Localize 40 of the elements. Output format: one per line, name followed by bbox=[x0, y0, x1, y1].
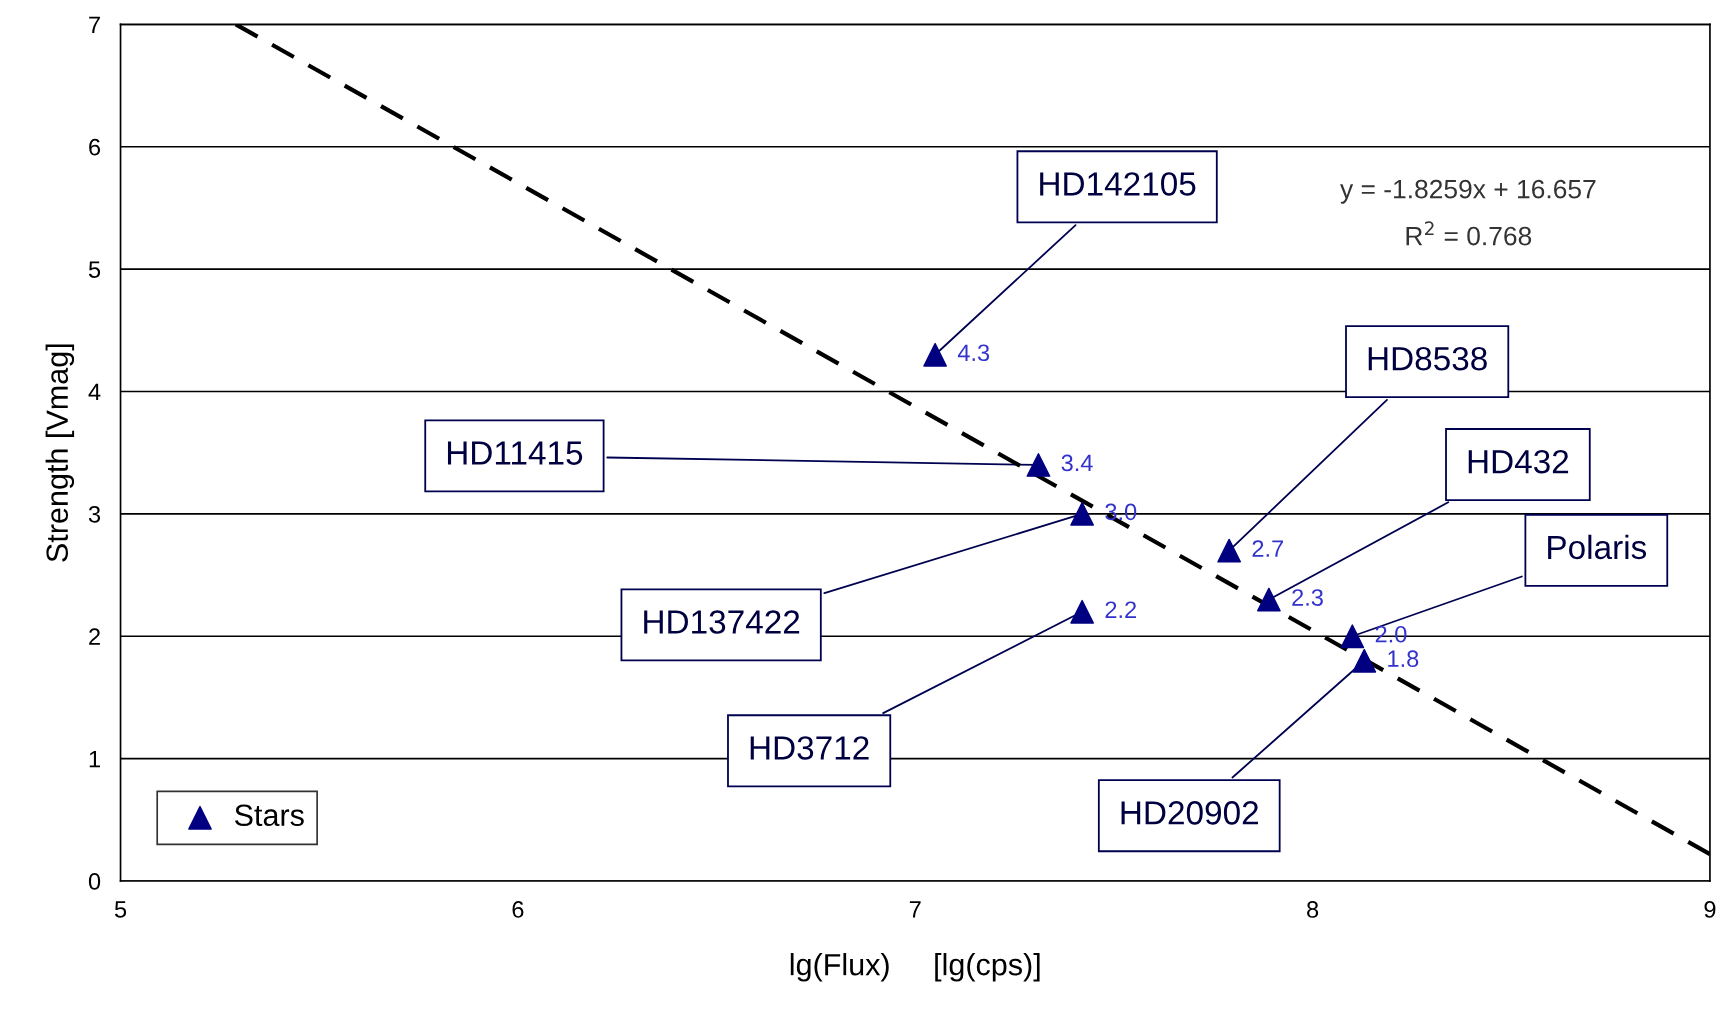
y-tick-label: 7 bbox=[89, 16, 100, 33]
annotation: HD432 bbox=[1468, 449, 1569, 474]
y-tick-label: 3 bbox=[88, 505, 101, 523]
point bbox=[1256, 587, 1281, 612]
y-tick-label: 6 bbox=[89, 138, 101, 156]
point bbox=[1070, 599, 1095, 624]
annotation: HD8538 bbox=[1368, 346, 1487, 371]
annotation: R$^{2}$ = 0.768 bbox=[1406, 221, 1532, 246]
y-tick-label: 2 bbox=[89, 628, 100, 645]
point bbox=[1070, 501, 1095, 526]
x-tick-label: 7 bbox=[909, 901, 921, 918]
y-axis-title: Strength [Vmag] bbox=[45, 344, 75, 562]
x-tick-label: 5 bbox=[114, 901, 127, 918]
x-tick-label: 8 bbox=[1307, 901, 1319, 918]
point bbox=[1340, 624, 1365, 649]
data-label: 1.8 bbox=[1388, 650, 1419, 668]
data-label: 2.7 bbox=[1252, 540, 1284, 557]
x-tick-label: 9 bbox=[1704, 901, 1716, 918]
data-label: 2.3 bbox=[1292, 589, 1323, 606]
annotation: Polaris bbox=[1548, 534, 1647, 560]
x-tick-label: 6 bbox=[512, 901, 524, 918]
data-label: 2.2 bbox=[1105, 601, 1136, 618]
point bbox=[923, 342, 948, 367]
annotation: HD11415 bbox=[447, 441, 583, 465]
y-tick-label: 5 bbox=[88, 261, 101, 278]
point bbox=[1026, 453, 1051, 477]
annotation: HD3712 bbox=[750, 736, 869, 760]
annotation: HD142105 bbox=[1040, 172, 1196, 196]
data-label: 4.3 bbox=[957, 344, 990, 362]
x-axis-title: lg(Flux) [lg(cps)] bbox=[790, 953, 1040, 982]
y-tick-label: 0 bbox=[88, 873, 101, 890]
point bbox=[1352, 648, 1377, 673]
y-tick-label: 1 bbox=[89, 750, 100, 768]
legend-label: Stars bbox=[234, 804, 304, 827]
annotation: y = -1.8259x + 16.657 bbox=[1340, 179, 1596, 204]
annotation: HD20902 bbox=[1121, 801, 1258, 825]
annotation: HD137422 bbox=[644, 610, 800, 634]
point bbox=[1217, 538, 1242, 563]
data-label: 3.4 bbox=[1061, 454, 1093, 472]
y-tick-label: 4 bbox=[88, 383, 101, 401]
